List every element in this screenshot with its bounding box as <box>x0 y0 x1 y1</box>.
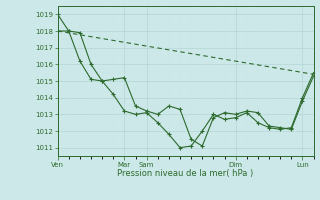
X-axis label: Pression niveau de la mer( hPa ): Pression niveau de la mer( hPa ) <box>117 169 254 178</box>
